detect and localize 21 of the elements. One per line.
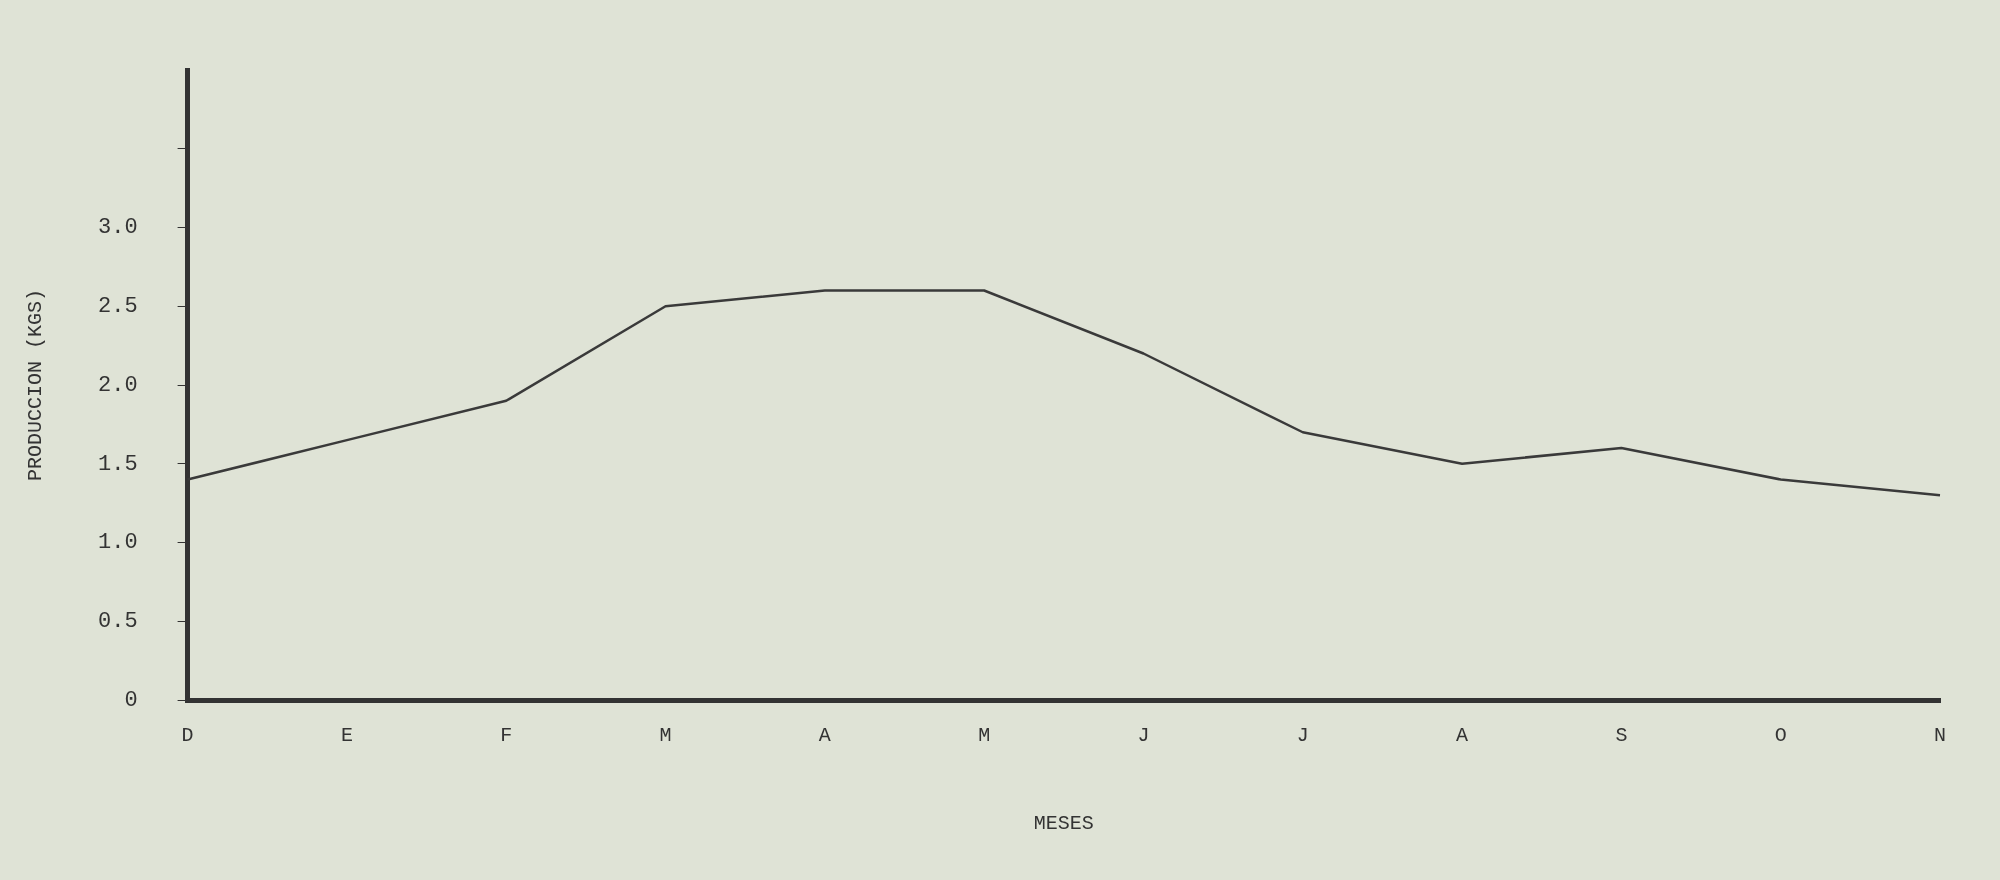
- y-axis-title: PRODUCCION (KGS): [24, 288, 48, 482]
- y-tick-label: 2.0: [98, 372, 138, 398]
- x-tick-label: O: [1774, 724, 1787, 748]
- x-tick-label: E: [340, 724, 353, 748]
- y-tick-label: 0.5: [98, 609, 138, 635]
- x-tick-label: F: [500, 724, 513, 748]
- x-tick-label: A: [1456, 724, 1469, 748]
- x-tick-label: M: [978, 724, 991, 748]
- x-tick-label: J: [1296, 724, 1309, 748]
- y-tick-label: 1.0: [98, 530, 138, 556]
- x-tick-label: J: [1137, 724, 1150, 748]
- x-tick-label: S: [1615, 724, 1628, 748]
- y-tick-label: 2.5: [98, 294, 138, 320]
- x-tick-label: M: [659, 724, 672, 748]
- y-tick-label: 3.0: [98, 215, 138, 241]
- y-tick-label: 0: [124, 687, 138, 713]
- x-tick-label: D: [181, 724, 194, 748]
- x-axis-title: MESES: [1033, 812, 1094, 836]
- x-tick-label: A: [818, 724, 831, 748]
- x-tick-label: N: [1933, 724, 1947, 748]
- y-tick-label: 1.5: [98, 451, 138, 477]
